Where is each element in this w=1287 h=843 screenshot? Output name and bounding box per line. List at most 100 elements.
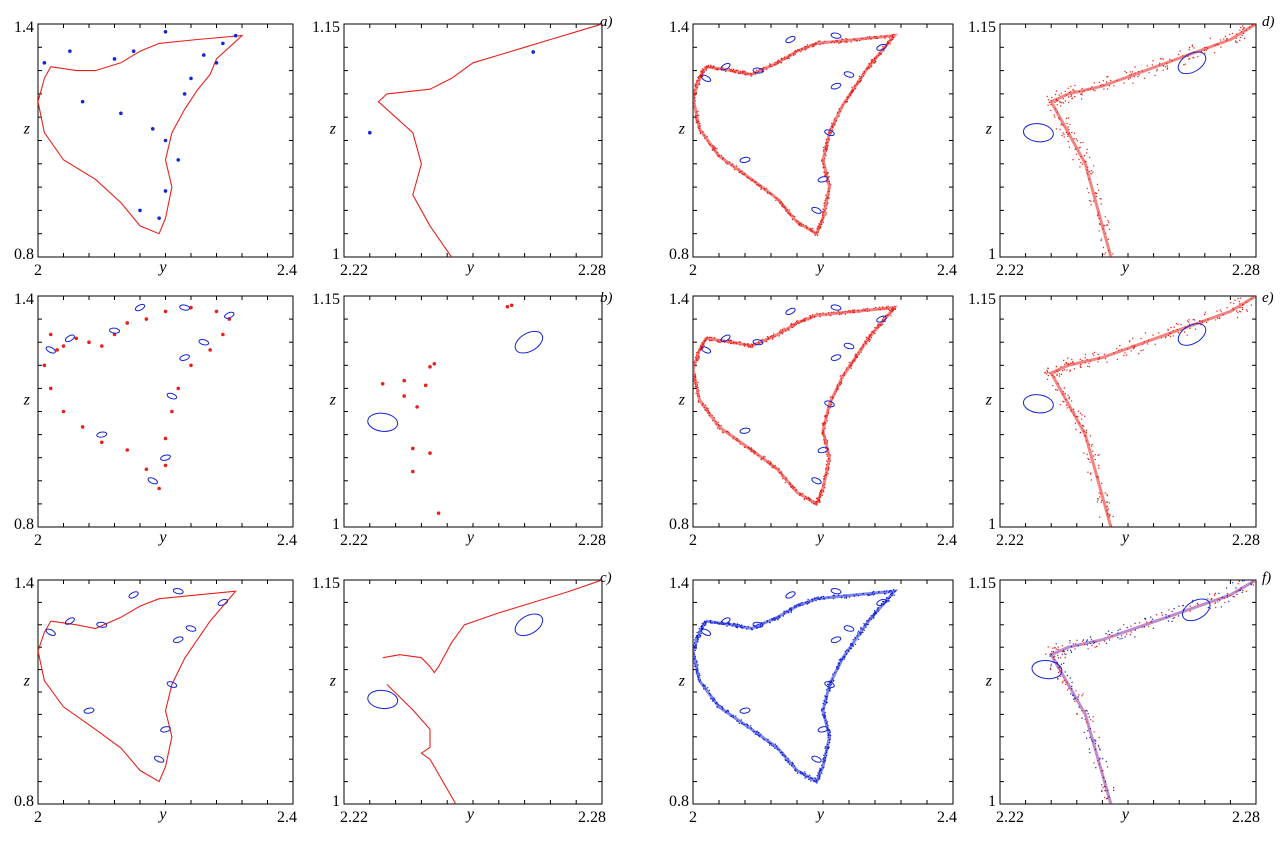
band-dot	[848, 361, 850, 364]
band-dot	[732, 438, 734, 440]
band-dot	[822, 163, 824, 165]
band-dot	[1112, 515, 1114, 518]
band-dot	[837, 310, 840, 313]
band-dot	[1077, 645, 1079, 647]
band-dot	[809, 777, 812, 779]
band-dot	[837, 594, 840, 596]
band-dot	[871, 330, 874, 333]
data-point-blue	[42, 61, 47, 65]
band-dot	[873, 594, 875, 596]
band-dot	[825, 416, 827, 418]
band-dot	[1080, 98, 1083, 100]
band-dot	[794, 53, 796, 55]
band-dot	[774, 64, 777, 66]
band-dot	[1070, 651, 1073, 653]
band-dot	[1060, 105, 1062, 107]
data-point-red	[48, 332, 53, 337]
band-dot	[1061, 682, 1064, 684]
band-dot	[827, 312, 830, 314]
band-dot	[1094, 90, 1096, 92]
band-dot	[1098, 230, 1100, 232]
band-dot	[823, 707, 825, 709]
x-tick-label: 2.4	[277, 262, 297, 279]
band-dot	[840, 313, 842, 315]
band-dot	[696, 670, 699, 672]
band-dot	[764, 189, 766, 191]
band-dot	[1057, 646, 1059, 648]
band-dot	[1144, 332, 1147, 334]
band-dot	[729, 339, 731, 342]
band-dot	[770, 335, 772, 337]
band-dot	[853, 85, 856, 87]
band-dot	[852, 645, 854, 648]
band-dot	[1117, 636, 1119, 639]
band-dot	[803, 774, 805, 776]
band-dot	[1093, 641, 1096, 644]
island-loop-blue	[172, 588, 184, 595]
band-dot	[805, 498, 808, 500]
band-dot	[1232, 307, 1234, 309]
band-dot	[771, 618, 773, 620]
band-dot	[1062, 98, 1065, 100]
band-dot	[779, 331, 781, 334]
band-dot	[715, 702, 717, 705]
band-dot	[824, 199, 826, 202]
panel-label-e: e)	[1262, 290, 1274, 306]
band-dot	[1242, 32, 1245, 35]
band-dot	[790, 607, 793, 609]
band-dot	[1070, 85, 1072, 88]
band-dot	[756, 730, 758, 732]
data-point-blue	[68, 49, 72, 53]
band-dot	[1050, 109, 1052, 112]
band-dot	[1073, 363, 1075, 365]
band-dot	[1189, 605, 1191, 607]
band-dot	[1101, 83, 1103, 86]
band-dot	[749, 345, 752, 347]
band-dot	[787, 762, 789, 764]
band-dot	[1090, 200, 1092, 202]
band-dot	[778, 749, 780, 751]
band-dot	[1092, 353, 1094, 355]
band-dot	[813, 231, 816, 234]
y-tick-label: 1	[332, 793, 340, 810]
band-dot	[1055, 98, 1058, 101]
band-dot	[858, 311, 860, 313]
band-dot	[1168, 609, 1170, 611]
band-dot	[1169, 58, 1171, 61]
band-dot	[895, 590, 897, 592]
band-dot	[822, 422, 824, 424]
series-band-red	[693, 305, 899, 507]
band-dot	[777, 199, 779, 201]
y-tick-label: 1.4	[14, 291, 34, 308]
band-dot	[1079, 166, 1081, 168]
band-dot	[827, 734, 830, 736]
band-dot	[695, 392, 697, 394]
band-dot	[821, 596, 823, 598]
band-dot	[1104, 358, 1107, 360]
band-dot	[814, 503, 816, 505]
band-dot	[821, 218, 823, 220]
band-dot	[694, 663, 696, 665]
band-dot	[742, 71, 744, 74]
band-dot	[1089, 728, 1091, 730]
band-dot	[1047, 104, 1049, 106]
band-dot	[1098, 467, 1100, 469]
band-dot	[1193, 319, 1196, 321]
band-dot	[1248, 26, 1251, 28]
band-dot	[1072, 408, 1075, 410]
y-axis-label: z	[329, 121, 337, 138]
x-axis-label: y	[157, 806, 167, 823]
band-dot	[865, 309, 867, 311]
band-dot	[1079, 412, 1082, 415]
band-dot	[799, 222, 802, 224]
band-dot	[801, 48, 803, 51]
band-dot	[711, 65, 713, 68]
band-dot	[1083, 452, 1085, 454]
band-dot	[776, 748, 779, 750]
y-tick-label: 0.8	[14, 793, 34, 810]
data-point-red	[411, 469, 415, 474]
band-dot	[1143, 77, 1146, 80]
